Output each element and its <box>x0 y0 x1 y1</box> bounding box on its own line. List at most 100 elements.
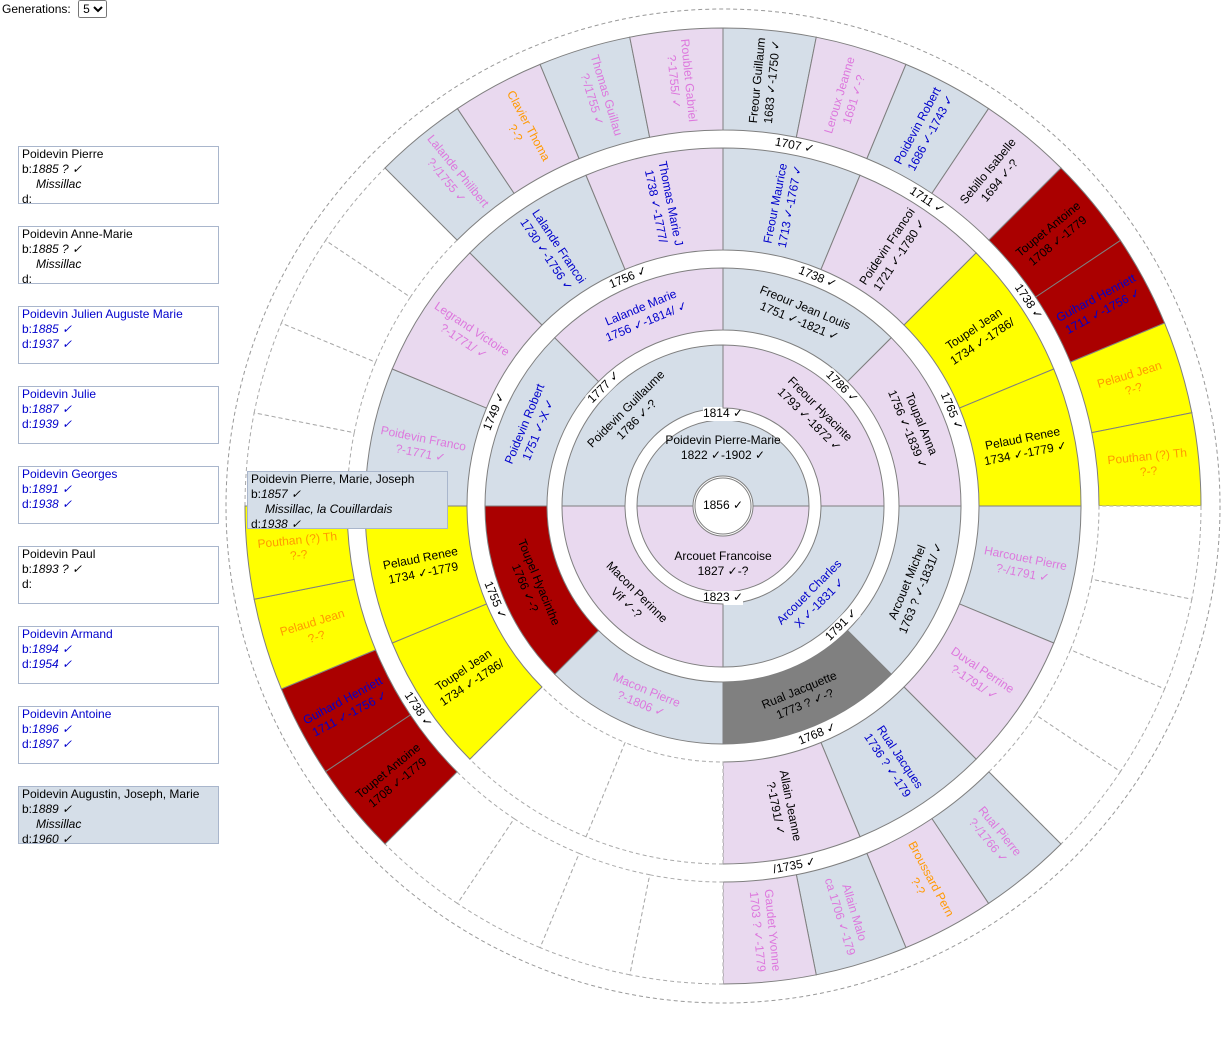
person-name: Poidevin Julie <box>22 387 97 401</box>
died-date: 1937 ✓ <box>32 337 73 351</box>
birth-place: Missillac, la Couillardais <box>265 502 393 516</box>
marriage-date: 1823 ✓ <box>703 590 743 604</box>
empty-sector <box>1091 505 1202 600</box>
died-line: d:1960 ✓ <box>22 832 218 844</box>
marriage-bg <box>773 135 816 157</box>
person-label: Roublet Gabriel?-1755/ ✓ <box>664 38 700 122</box>
name-line: Poidevin Paul <box>22 547 218 562</box>
person-box[interactable]: Poidevin Julien Auguste Marie b:1885 ✓ d:1… <box>18 306 219 364</box>
died-line: d:1938 ✓ <box>251 517 447 529</box>
died-line: d:1937 ✓ <box>22 337 218 352</box>
person-name: Poidevin Armand <box>22 627 113 641</box>
person-box[interactable]: Poidevin Armand b:1894 ✓ d:1954 ✓ <box>18 626 219 684</box>
person-sector <box>561 505 724 668</box>
died-date: 1938 ✓ <box>32 497 73 511</box>
place-line: Missillac <box>22 177 218 192</box>
marriage-bg <box>703 407 743 421</box>
place-line: Missillac <box>22 257 218 272</box>
person-box[interactable]: Poidevin Antoine b:1896 ✓ d:1897 ✓ <box>18 706 219 764</box>
marriage-bg <box>822 605 861 644</box>
marriage-bg <box>773 855 816 877</box>
person-sector <box>636 505 810 593</box>
marriage-label: 1707 ✓ <box>773 134 816 157</box>
born-date: 1893 ? ✓ <box>32 562 83 576</box>
birth-place: Missillac <box>36 817 82 831</box>
marriage-bg <box>480 579 509 622</box>
person-box[interactable]: Poidevin Julie b:1887 ✓ d:1939 ✓ <box>18 386 219 444</box>
died-line: d:1897 ✓ <box>22 737 218 752</box>
name-line: Poidevin Julien Auguste Marie <box>22 307 218 322</box>
born-line: b:1894 ✓ <box>22 642 218 657</box>
marriage-bg <box>796 720 839 749</box>
marriage-bg <box>937 390 966 433</box>
center-marriage: 1856 ✓ <box>703 498 743 512</box>
person-box[interactable]: Poidevin Augustin, Joseph, Marie b:1889 ✓… <box>18 786 219 844</box>
born-date: 1894 ✓ <box>32 642 73 656</box>
outer-ring <box>225 8 1221 1004</box>
person-name: Poidevin Augustin, Joseph, Marie <box>22 787 200 801</box>
empty-sector <box>539 852 651 976</box>
marriage-bg <box>703 591 743 605</box>
born-label: b: <box>22 402 33 416</box>
born-date: 1891 ✓ <box>32 482 73 496</box>
person-sector <box>722 344 885 507</box>
person-name: Poidevin Georges <box>22 467 118 481</box>
born-line: b:1885 ? ✓ <box>22 162 218 177</box>
birth-place: Missillac <box>36 177 82 191</box>
died-date: 1939 ✓ <box>32 417 73 431</box>
marriage-bg <box>1011 281 1046 323</box>
died-date: 1960 ✓ <box>32 832 73 844</box>
born-date: 1857 ✓ <box>261 487 302 501</box>
person-box[interactable]: Poidevin Paul b:1893 ? ✓ d: <box>18 546 219 604</box>
person-name: Arcouet Francoise <box>674 549 772 563</box>
person-box[interactable]: Poidevin Pierre, Marie, Joseph b:1857 ✓ Mi… <box>247 471 448 529</box>
person-box[interactable]: Poidevin Anne-Marie b:1885 ? ✓ Missillac d: <box>18 226 219 284</box>
died-line: d: <box>22 272 218 283</box>
person-box[interactable]: Poidevin Pierre b:1885 ? ✓ Missillac d: <box>18 146 219 204</box>
empty-sector <box>384 771 515 905</box>
marriage-label: 1823 ✓ <box>703 590 743 605</box>
name-line: Poidevin Antoine <box>22 707 218 722</box>
person-dates: ?-? <box>1139 463 1158 479</box>
born-line: b:1857 ✓ <box>251 487 447 502</box>
name-line: Poidevin Pierre, Marie, Joseph <box>251 472 447 487</box>
died-label: d: <box>22 657 33 671</box>
born-date: 1885 ? ✓ <box>32 162 83 176</box>
person-dates: 1822 ✓-1902 ✓ <box>681 448 765 462</box>
person-box[interactable]: Poidevin Georges b:1891 ✓ d:1938 ✓ <box>18 466 219 524</box>
person-dates: ?-? <box>306 628 327 647</box>
marriage-bg <box>400 689 435 731</box>
died-label: d: <box>22 417 33 431</box>
died-label: d: <box>22 832 33 844</box>
died-label: d: <box>22 577 33 591</box>
marriage-bg <box>585 368 624 407</box>
person-name: Poidevin Pierre, Marie, Joseph <box>251 472 415 486</box>
name-line: Poidevin Georges <box>22 467 218 482</box>
marriage-bg <box>796 263 839 292</box>
born-line: b:1889 ✓ <box>22 802 218 817</box>
person-sector <box>722 505 885 668</box>
died-line: d:1938 ✓ <box>22 497 218 512</box>
born-label: b: <box>22 482 33 496</box>
person-dates: ?-? <box>1123 380 1144 399</box>
person-sector <box>636 419 810 507</box>
generations-control: Generations: 5 <box>2 0 108 18</box>
birth-place: Missillac <box>36 257 82 271</box>
place-line: Missillac, la Couillardais <box>251 502 447 517</box>
died-line: d:1939 ✓ <box>22 417 218 432</box>
born-line: b:1896 ✓ <box>22 722 218 737</box>
died-label: d: <box>251 517 262 529</box>
person-name: Poidevin Paul <box>22 547 96 561</box>
generations-select[interactable]: 5 <box>78 0 108 18</box>
marriage-date: 1814 ✓ <box>703 406 743 420</box>
born-label: b: <box>22 642 33 656</box>
born-date: 1889 ✓ <box>32 802 73 816</box>
place-line: Missillac <box>22 817 218 832</box>
born-label: b: <box>22 562 33 576</box>
born-label: b: <box>251 487 262 501</box>
person-sector <box>484 505 600 675</box>
